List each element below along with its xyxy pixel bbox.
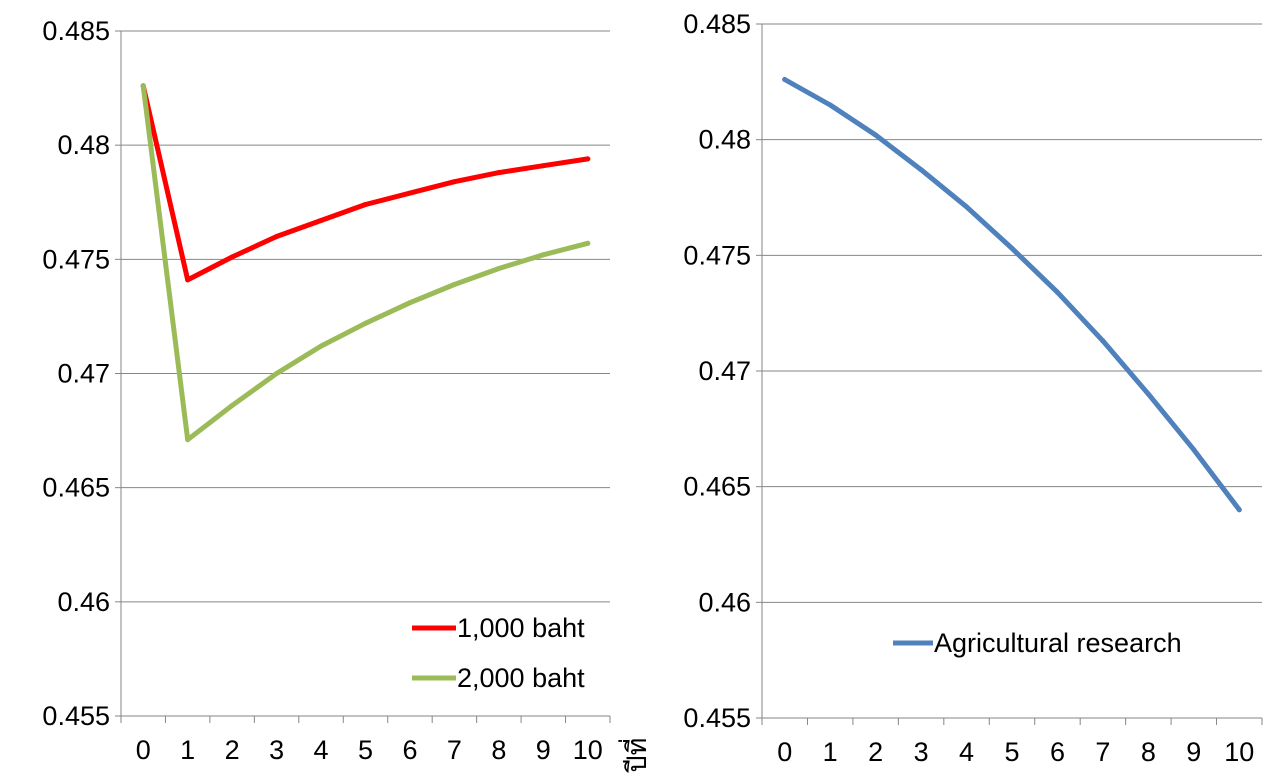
y-tick-label: 0.46 <box>57 587 110 617</box>
data-point <box>229 402 235 408</box>
left-chart: 0.455 0.46 0.465 0.47 0.475 0.48 0.485 0 1 2 3 4 5 6 7… <box>42 16 611 765</box>
data-point <box>1100 338 1106 344</box>
x-tick-label: 5 <box>358 735 373 765</box>
data-point <box>782 77 788 83</box>
x-tick-label: 10 <box>573 735 603 765</box>
y-tick-label: 0.485 <box>42 16 110 46</box>
data-point <box>1009 245 1015 251</box>
y-tick-label: 0.475 <box>42 244 110 274</box>
y-tick-label: 0.47 <box>698 356 751 386</box>
data-point <box>318 343 324 349</box>
data-point <box>496 170 502 176</box>
data-point <box>585 240 591 246</box>
y-tick-label: 0.455 <box>42 701 110 731</box>
data-point <box>964 204 970 210</box>
data-point <box>274 234 280 239</box>
data-point <box>407 190 413 196</box>
data-point <box>1191 447 1197 453</box>
x-tick-label: 3 <box>914 737 929 767</box>
x-tick-label: 3 <box>269 735 284 765</box>
data-point <box>827 102 833 108</box>
legend-label: 1,000 baht <box>457 613 585 643</box>
data-point <box>451 281 457 287</box>
x-tick-label: 7 <box>1095 737 1110 767</box>
data-point <box>363 202 368 208</box>
data-point <box>1054 289 1060 295</box>
y-tick-label: 0.485 <box>683 9 751 39</box>
series-line <box>782 77 1242 513</box>
x-tick-label: 10 <box>1224 737 1254 767</box>
y-tick-label: 0.48 <box>698 125 751 155</box>
data-point <box>540 252 546 258</box>
data-point <box>1145 391 1151 397</box>
data-point <box>140 83 146 89</box>
x-tick-label: 2 <box>868 737 883 767</box>
data-point <box>873 132 879 138</box>
data-point <box>363 320 368 326</box>
x-tick-label: 8 <box>1141 737 1156 767</box>
y-tick-label: 0.455 <box>683 703 751 733</box>
x-tick-label: 6 <box>1050 737 1065 767</box>
x-tick-label: 9 <box>536 735 551 765</box>
y-tick-label: 0.48 <box>57 130 110 160</box>
data-point <box>185 437 191 443</box>
y-tick-label: 0.465 <box>42 473 110 503</box>
data-point <box>229 254 235 260</box>
y-tick-label: 0.465 <box>683 472 751 502</box>
y-tick-label: 0.475 <box>683 240 751 270</box>
y-tick-label: 0.46 <box>698 587 751 617</box>
data-point <box>496 265 502 271</box>
data-point <box>1236 507 1242 513</box>
y-tick-label: 0.47 <box>57 359 110 389</box>
x-tick-label: 8 <box>491 735 506 765</box>
data-point <box>540 163 546 169</box>
x-tick-label: 1 <box>180 735 195 765</box>
data-point <box>585 156 591 162</box>
x-tick-label: 9 <box>1186 737 1201 767</box>
x-tick-label: 4 <box>959 737 974 767</box>
data-point <box>318 218 324 224</box>
x-tick-label: 5 <box>1004 737 1019 767</box>
data-point <box>918 167 924 173</box>
series-line <box>140 83 591 283</box>
x-tick-label: 7 <box>447 735 462 765</box>
x-tick-label: 4 <box>314 735 329 765</box>
series-line <box>140 83 591 443</box>
data-point <box>451 179 457 185</box>
data-point <box>407 300 413 306</box>
data-point <box>185 277 191 283</box>
x-tick-label: 6 <box>402 735 417 765</box>
legend-label: 2,000 baht <box>457 663 585 693</box>
x-tick-label: 0 <box>777 737 792 767</box>
x-tick-label: 0 <box>136 735 151 765</box>
x-axis-title: ปีที่ <box>618 738 653 773</box>
legend-label: Agricultural research <box>934 628 1182 658</box>
x-tick-label: 1 <box>823 737 838 767</box>
right-chart: 0.455 0.46 0.465 0.47 0.475 0.48 0.485 0 1 2 3 4 5 6 7… <box>683 9 1263 767</box>
data-point <box>274 371 280 376</box>
x-tick-label: 2 <box>225 735 240 765</box>
